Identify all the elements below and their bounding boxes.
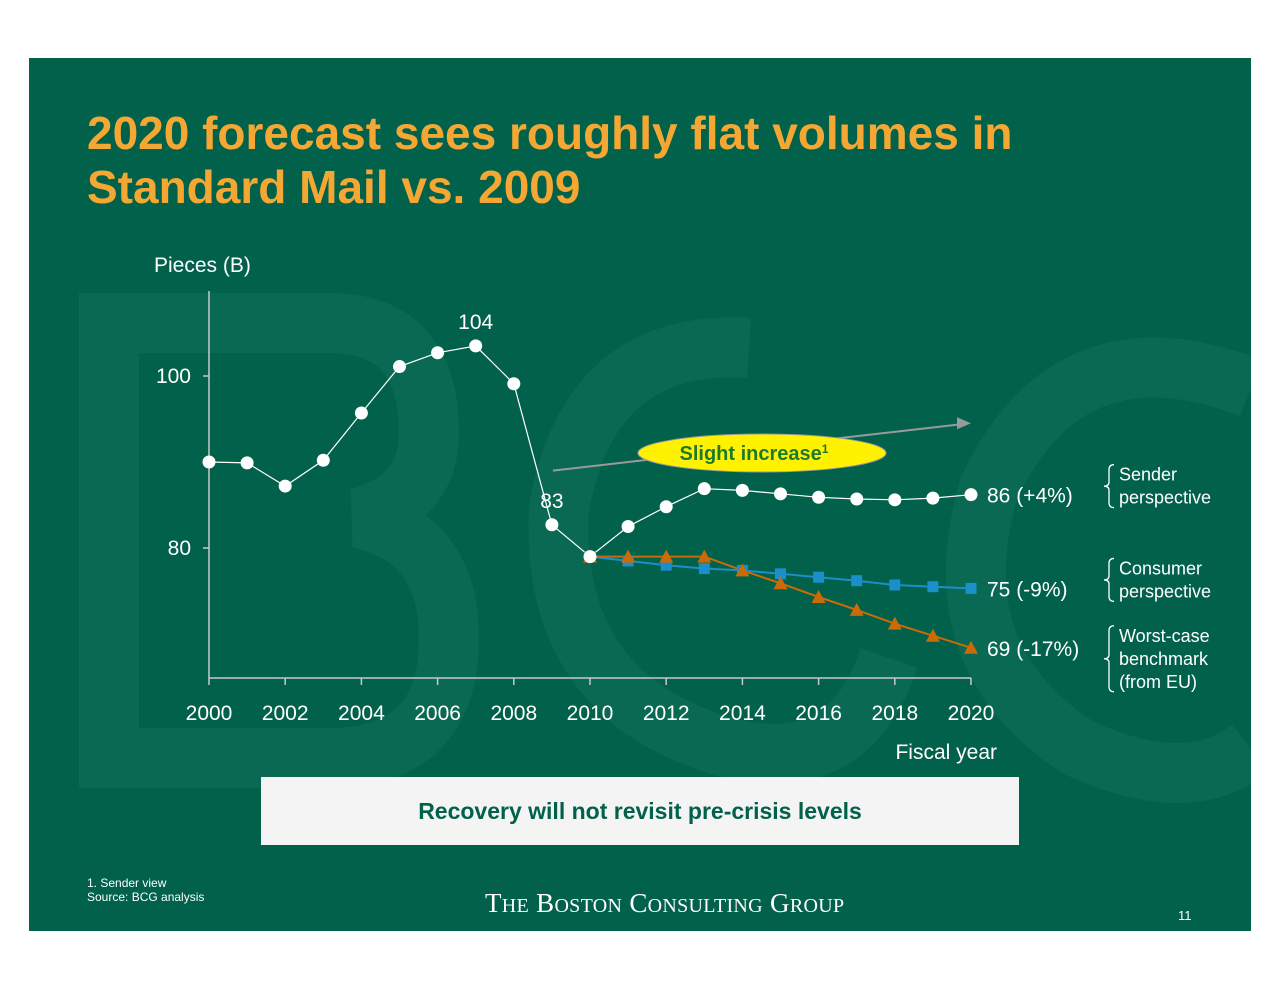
sender-point — [583, 550, 597, 564]
bcg-wordmark: THE BOSTON CONSULTING GROUP — [485, 888, 845, 918]
consumer-point — [813, 571, 825, 583]
consumer-point — [775, 568, 786, 580]
consumer-point — [851, 575, 863, 587]
sender-point — [812, 490, 826, 504]
consumer-point — [660, 559, 672, 571]
consumer-point — [889, 579, 901, 591]
x-tick-label: 2012 — [643, 702, 690, 725]
consumer-brace-label: perspective — [1119, 581, 1211, 601]
x-tick-label: 2002 — [262, 702, 309, 725]
volume-chart: 2000 2002 2004 2006 2008 2010 2012 2014 2016 2018… — [154, 254, 1211, 764]
history-point — [240, 456, 254, 470]
callout-arrow-head — [957, 417, 971, 430]
x-tick-label: 2004 — [338, 702, 385, 725]
point-annotation: 104 — [458, 311, 493, 334]
conclusion-banner: Recovery will not revisit pre-crisis lev… — [261, 777, 1019, 845]
worst_case-brace — [1103, 625, 1115, 693]
consumer-end-label: 75 (-9%) — [987, 578, 1068, 601]
x-tick-label: 2008 — [490, 702, 537, 725]
series-markers — [202, 339, 978, 654]
consumer-point — [965, 582, 977, 594]
history-line — [208, 345, 553, 525]
x-tick-label: 2014 — [719, 702, 766, 725]
chart-axes: 2000 2002 2004 2006 2008 2010 2012 2014 2016 2018… — [154, 254, 997, 764]
worst_case-point — [964, 640, 978, 654]
worst_case-point — [887, 616, 902, 630]
worst_case-point — [659, 549, 674, 563]
history-point — [507, 377, 521, 391]
sender-brace-label: Sender — [1119, 465, 1177, 485]
slide-title: 2020 forecast sees roughly flat volumes … — [87, 107, 1013, 213]
worst_case-point — [621, 549, 636, 563]
history-point — [316, 453, 330, 467]
worst_case-brace-label: (from EU) — [1119, 672, 1197, 692]
chart-labels: 104 83 86 (+4%) Sender perspective 75 (-9%) Co… — [458, 311, 1211, 693]
x-tick-label: 2016 — [795, 702, 842, 725]
sender-point — [697, 482, 711, 496]
sender-point — [735, 483, 749, 497]
worst_case-brace-label: benchmark — [1119, 649, 1209, 669]
sender-point — [964, 488, 978, 502]
worst_case-brace-label: Worst-case — [1119, 626, 1210, 646]
history-point — [469, 339, 483, 353]
history-point — [431, 346, 445, 360]
slide: 2020 forecast sees roughly flat volumes … — [29, 58, 1251, 931]
sender-brace-label: perspective — [1119, 488, 1211, 508]
consumer-brace-label: Consumer — [1119, 558, 1202, 578]
callout-label: Slight increase1 — [680, 442, 829, 465]
y-tick-label: 100 — [156, 365, 191, 388]
worst_case-point — [697, 549, 712, 563]
x-tick-label: 2018 — [871, 702, 918, 725]
worst_case-point — [735, 563, 750, 577]
callout-group: Slight increase1 — [552, 417, 971, 473]
consumer-point — [698, 563, 710, 575]
sender-end-label: 86 (+4%) — [987, 485, 1073, 508]
sender-brace — [1103, 464, 1115, 509]
history-point — [354, 406, 368, 420]
x-axis-title: Fiscal year — [895, 741, 997, 764]
history-point — [202, 455, 216, 469]
worst_case-end-label: 69 (-17%) — [987, 638, 1079, 661]
history-point — [278, 479, 292, 493]
x-tick-label: 2020 — [948, 702, 995, 725]
worst_case-point — [811, 590, 826, 604]
history-point — [393, 360, 406, 374]
x-tick-label: 2000 — [186, 702, 233, 725]
sender-point — [621, 520, 635, 533]
consumer-point — [927, 581, 939, 593]
worst_case-point — [773, 576, 788, 590]
sender-point — [926, 491, 940, 505]
sender-line — [551, 488, 972, 558]
y-tick-label: 80 — [168, 537, 191, 560]
callout-bubble — [637, 433, 887, 473]
y-axis-title: Pieces (B) — [154, 254, 251, 277]
consumer-brace — [1103, 557, 1115, 603]
source-note: Source: BCG analysis — [87, 890, 205, 904]
x-tick-label: 2006 — [414, 702, 461, 725]
footnotes: 1. Sender view Source: BCG analysis — [87, 876, 204, 904]
worst_case-point — [849, 602, 864, 616]
bcg-watermark-logo — [79, 293, 1251, 803]
footnote-1: 1. Sender view — [87, 876, 167, 890]
worst_case-point — [925, 628, 940, 642]
point-annotation: 83 — [540, 490, 563, 513]
page-number: 11 — [1178, 908, 1192, 923]
sender-point — [774, 487, 787, 501]
sender-point — [659, 500, 673, 514]
sender-point — [850, 492, 864, 506]
conclusion-text: Recovery will not revisit pre-crisis lev… — [418, 797, 862, 824]
history-point — [545, 518, 559, 532]
sender-point — [888, 493, 902, 507]
x-tick-label: 2010 — [567, 702, 614, 725]
